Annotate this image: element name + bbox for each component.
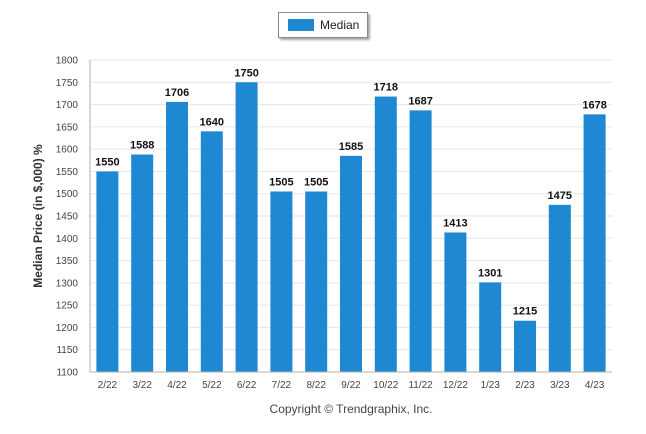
y-tick-label: 1700 bbox=[56, 100, 79, 111]
x-tick-label: 11/22 bbox=[408, 380, 433, 391]
x-tick-label: 6/22 bbox=[237, 380, 257, 391]
bar bbox=[409, 110, 432, 372]
data-label: 1750 bbox=[234, 67, 258, 79]
bar bbox=[583, 114, 606, 373]
copyright-text: Copyright © Trendgraphix, Inc. bbox=[270, 402, 433, 416]
y-tick-label: 1450 bbox=[56, 212, 79, 223]
x-tick-label: 8/22 bbox=[306, 380, 326, 391]
y-tick-label: 1550 bbox=[56, 167, 79, 178]
y-tick-label: 1350 bbox=[56, 256, 79, 267]
data-label: 1718 bbox=[374, 82, 398, 94]
y-tick-label: 1800 bbox=[56, 56, 79, 67]
y-tick-label: 1650 bbox=[56, 122, 79, 133]
y-tick-label: 1600 bbox=[56, 145, 79, 156]
data-label: 1588 bbox=[130, 139, 154, 151]
y-tick-label: 1100 bbox=[56, 368, 78, 379]
data-label: 1505 bbox=[269, 176, 293, 188]
bar bbox=[235, 82, 258, 373]
y-tick-label: 1400 bbox=[56, 234, 79, 245]
legend: Median bbox=[278, 12, 368, 38]
x-tick-label: 9/22 bbox=[341, 380, 361, 391]
bar bbox=[479, 282, 502, 372]
x-tick-label: 3/22 bbox=[132, 380, 152, 391]
bar bbox=[548, 204, 571, 372]
bar bbox=[340, 155, 362, 372]
x-tick-label: 10/22 bbox=[373, 380, 398, 391]
data-label: 1687 bbox=[408, 95, 432, 107]
data-label: 1301 bbox=[478, 267, 502, 279]
bar bbox=[166, 101, 188, 372]
bar bbox=[514, 320, 536, 372]
bar bbox=[131, 154, 154, 372]
x-tick-label: 2/22 bbox=[98, 380, 118, 391]
x-tick-label: 5/22 bbox=[202, 380, 222, 391]
bar bbox=[444, 232, 467, 372]
data-label: 1678 bbox=[582, 99, 606, 111]
x-tick-label: 4/23 bbox=[585, 380, 605, 391]
legend-swatch bbox=[288, 19, 314, 31]
data-label: 1475 bbox=[548, 190, 572, 202]
bar bbox=[96, 171, 119, 372]
y-tick-label: 1200 bbox=[56, 323, 79, 334]
bar bbox=[305, 191, 328, 372]
y-axis-title: Median Price (in $,000) % bbox=[31, 144, 45, 288]
data-label: 1640 bbox=[200, 116, 224, 128]
bar bbox=[200, 131, 223, 372]
data-label: 1413 bbox=[443, 217, 467, 229]
data-label: 1505 bbox=[304, 176, 328, 188]
data-label: 1706 bbox=[165, 87, 189, 99]
x-tick-label: 2/23 bbox=[515, 380, 535, 391]
x-tick-label: 12/22 bbox=[443, 380, 468, 391]
data-label: 1215 bbox=[513, 306, 537, 318]
y-tick-label: 1300 bbox=[56, 278, 79, 289]
x-tick-label: 7/22 bbox=[272, 380, 292, 391]
y-tick-label: 1150 bbox=[56, 345, 78, 356]
y-tick-label: 1750 bbox=[56, 78, 79, 89]
legend-label: Median bbox=[320, 18, 360, 32]
data-label: 1550 bbox=[95, 156, 119, 168]
data-label: 1585 bbox=[339, 141, 363, 153]
bar bbox=[270, 191, 293, 372]
y-tick-label: 1500 bbox=[56, 189, 79, 200]
x-tick-label: 3/23 bbox=[550, 380, 570, 391]
y-tick-label: 1250 bbox=[56, 301, 79, 312]
x-tick-label: 1/23 bbox=[480, 380, 500, 391]
bar bbox=[374, 96, 397, 372]
x-tick-label: 4/22 bbox=[167, 380, 187, 391]
